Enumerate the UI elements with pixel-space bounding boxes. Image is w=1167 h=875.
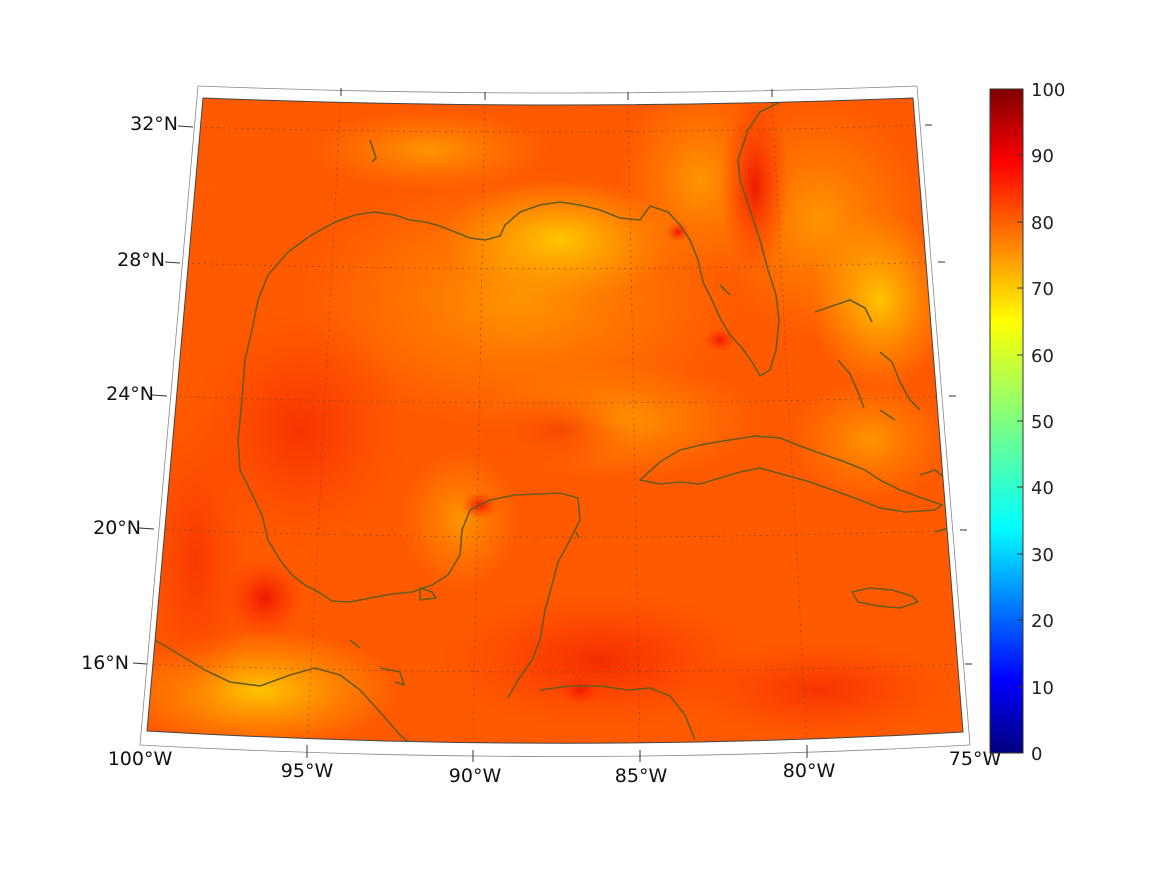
lat-label-24n: 24°N <box>106 383 154 405</box>
colorbar-tick-60: 60 <box>1031 346 1054 367</box>
lon-labels: 100°W 95°W 90°W 85°W 80°W 75°W <box>108 748 1002 787</box>
colorbar-tick-100: 100 <box>1031 80 1065 101</box>
frame-outer <box>139 85 971 757</box>
lat-labels: 32°N 28°N 24°N 20°N 16°N <box>81 113 178 674</box>
colorbar-tick-10: 10 <box>1031 678 1054 699</box>
colorbar-tick-0: 0 <box>1031 744 1042 765</box>
colorbar-tick-30: 30 <box>1031 545 1054 566</box>
lon-label-90w: 90°W <box>449 765 502 787</box>
colorbar: 100 90 80 70 60 50 40 30 20 10 0 <box>989 80 1065 765</box>
lat-label-32n: 32°N <box>130 113 178 135</box>
colorbar-tick-20: 20 <box>1031 611 1054 632</box>
colorbar-tick-90: 90 <box>1031 146 1054 167</box>
coastlines <box>154 101 949 744</box>
colorbar-tick-40: 40 <box>1031 478 1054 499</box>
graticule <box>147 98 963 744</box>
colorbar-tick-70: 70 <box>1031 279 1054 300</box>
axis-ticks <box>132 88 972 762</box>
lon-label-75w: 75°W <box>949 748 1002 770</box>
lat-label-16n: 16°N <box>81 652 129 674</box>
lat-label-28n: 28°N <box>117 249 165 271</box>
lon-label-85w: 85°W <box>615 765 668 787</box>
lat-label-20n: 20°N <box>93 517 141 539</box>
field-layer <box>147 98 963 744</box>
lon-label-100w: 100°W <box>108 748 173 770</box>
lon-label-95w: 95°W <box>281 760 334 782</box>
colorbar-tick-80: 80 <box>1031 213 1054 234</box>
map-frame <box>146 97 964 744</box>
lon-label-80w: 80°W <box>783 760 836 782</box>
colorbar-tick-50: 50 <box>1031 412 1054 433</box>
